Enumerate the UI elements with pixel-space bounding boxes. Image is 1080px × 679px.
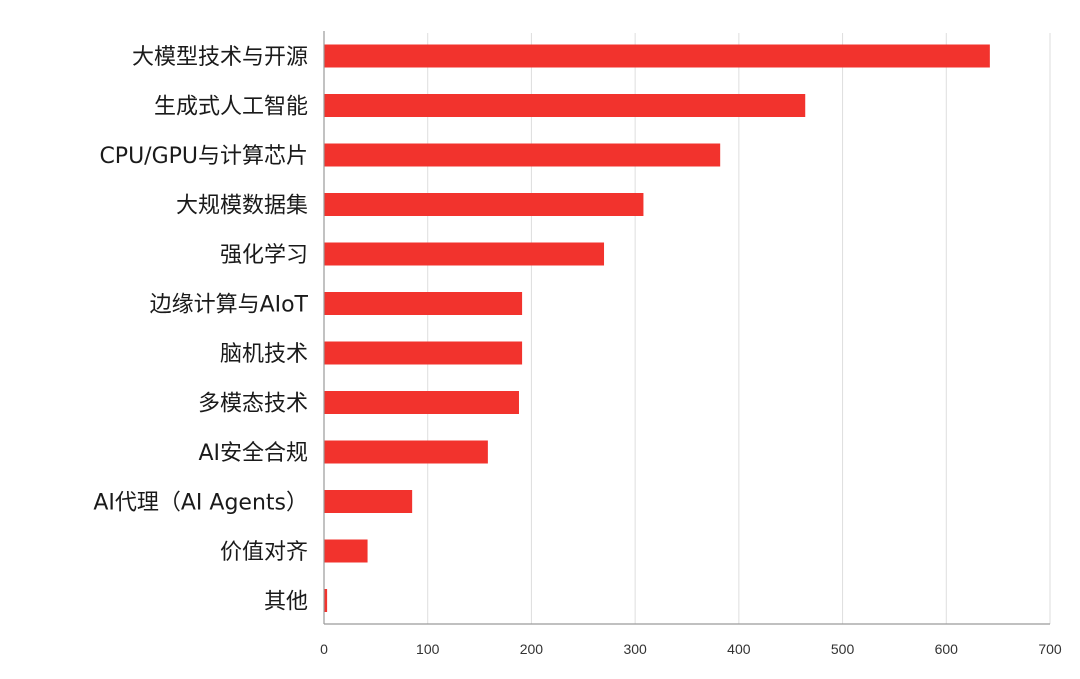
bar bbox=[324, 292, 523, 315]
category-label: 多模态技术 bbox=[198, 392, 308, 417]
x-tick-label: 300 bbox=[623, 641, 647, 657]
bar bbox=[324, 490, 413, 513]
category-label: CPU/GPU与计算芯片 bbox=[99, 144, 308, 169]
x-tick-label: 100 bbox=[416, 641, 440, 657]
x-tick-label: 200 bbox=[520, 641, 544, 657]
bars bbox=[324, 44, 990, 612]
category-label: 边缘计算与AIoT bbox=[150, 293, 309, 318]
bar bbox=[324, 44, 990, 68]
bar bbox=[324, 341, 523, 365]
category-label: 价值对齐 bbox=[220, 540, 308, 565]
category-label: 其他 bbox=[264, 590, 308, 615]
x-tick-label: 700 bbox=[1038, 641, 1062, 657]
bar bbox=[324, 94, 806, 117]
x-tick-label: 500 bbox=[831, 641, 855, 657]
bar bbox=[324, 193, 644, 216]
bar bbox=[324, 539, 368, 563]
bar bbox=[324, 391, 519, 414]
x-tick-label: 600 bbox=[935, 641, 959, 657]
bar bbox=[324, 242, 605, 266]
category-label: 脑机技术 bbox=[220, 342, 308, 367]
axes bbox=[323, 31, 1050, 625]
bar bbox=[324, 143, 721, 167]
category-label: AI代理（AI Agents） bbox=[93, 491, 308, 516]
bar bbox=[324, 440, 488, 464]
bar bbox=[324, 589, 328, 612]
category-label: AI安全合规 bbox=[198, 441, 308, 466]
category-label: 大规模数据集 bbox=[176, 194, 308, 219]
category-label: 生成式人工智能 bbox=[154, 95, 308, 120]
category-label: 大模型技术与开源 bbox=[132, 45, 308, 70]
gridlines bbox=[427, 33, 1051, 624]
x-tick-labels: 0 100 200 300 400 500 600 700 bbox=[320, 641, 1062, 657]
category-label: 强化学习 bbox=[220, 243, 308, 268]
x-tick-label: 0 bbox=[320, 641, 328, 657]
x-tick-label: 400 bbox=[727, 641, 751, 657]
